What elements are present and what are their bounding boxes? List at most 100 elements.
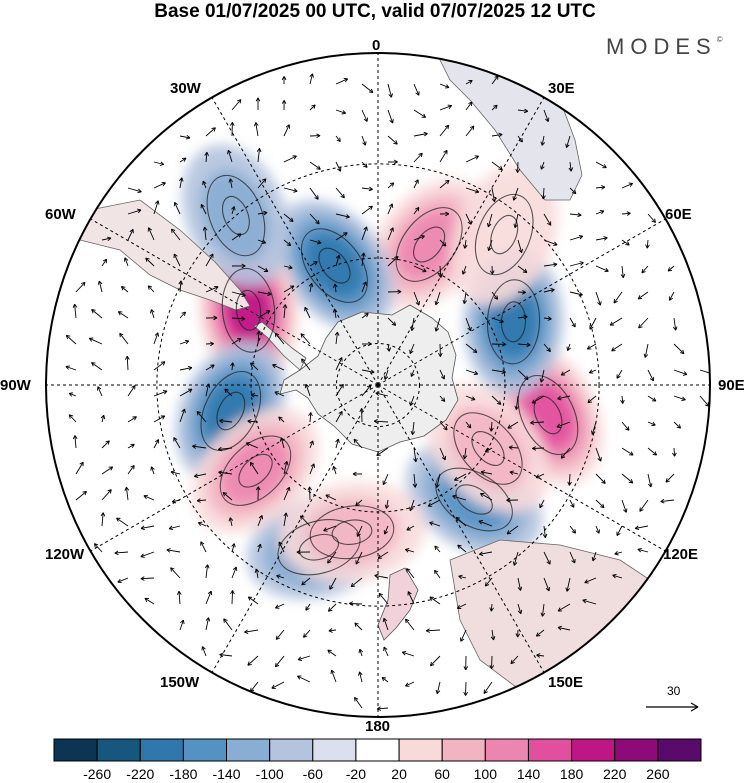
meridian <box>377 384 666 552</box>
wind-vector-head <box>137 188 142 194</box>
wind-vector <box>381 677 389 683</box>
wind-vector <box>480 471 493 475</box>
wind-vector-head <box>223 618 228 623</box>
wind-vector-head <box>394 255 399 261</box>
wind-vector <box>91 309 103 319</box>
meridian <box>377 97 545 386</box>
wind-vector <box>335 331 338 345</box>
wind-vector-head <box>197 521 203 526</box>
wind-vector <box>439 421 448 431</box>
wind-vector-head <box>445 211 450 217</box>
wind-vector-head <box>162 390 168 395</box>
wind-vector-head <box>415 206 420 212</box>
wind-vector <box>231 233 242 241</box>
wind-vector <box>201 646 207 657</box>
wind-vector-head <box>473 370 479 376</box>
wind-vector <box>335 109 346 114</box>
wind-vector <box>74 435 77 449</box>
wind-vector <box>304 307 311 319</box>
wind-vector <box>297 655 311 661</box>
wind-vector-head <box>368 205 373 210</box>
wind-vector <box>297 675 311 683</box>
wind-vector-head <box>641 268 646 274</box>
colorbar-tick-label: 20 <box>391 766 407 782</box>
wind-vector-head <box>496 400 502 405</box>
wind-vector <box>647 213 656 223</box>
wind-vector-head <box>458 574 463 580</box>
wind-vector-head <box>315 219 320 225</box>
wind-vector <box>458 575 467 579</box>
wind-vector <box>508 446 519 449</box>
wind-vector <box>402 651 415 657</box>
wind-vector-head <box>626 211 631 216</box>
wind-vector <box>465 421 472 429</box>
wind-vector-head <box>307 486 312 491</box>
wind-vector-head <box>422 268 427 273</box>
wind-vector <box>205 253 214 267</box>
wind-vector <box>543 109 549 122</box>
wind-vector-head <box>578 234 584 240</box>
wind-vector <box>660 499 675 503</box>
wind-vector-head <box>406 568 411 573</box>
wind-vector-head <box>545 117 550 122</box>
wind-vector <box>219 654 233 657</box>
wind-vector-head <box>571 322 576 328</box>
wind-vector-head <box>463 666 469 671</box>
wind-vector-head <box>100 414 106 420</box>
wind-vector-head <box>91 309 96 314</box>
wind-vector <box>204 226 207 241</box>
wind-vector-head <box>308 282 314 288</box>
wind-vector-head <box>584 579 589 584</box>
wind-vector-head <box>355 501 360 507</box>
wind-vector <box>198 522 207 527</box>
colorbar-swatch <box>312 738 357 762</box>
wind-vector <box>465 187 480 193</box>
wind-vector-head <box>286 241 292 247</box>
wind-vector <box>200 204 207 215</box>
wind-vector <box>301 358 311 371</box>
wind-vector <box>300 333 311 345</box>
wind-vector <box>101 258 107 267</box>
lon-label-150e: 150E <box>548 674 584 691</box>
wind-vector-head <box>601 185 606 190</box>
wind-vector <box>327 649 337 657</box>
wind-vector <box>669 291 675 301</box>
wind-vector-head <box>293 188 298 193</box>
wind-vector-head <box>237 233 242 238</box>
wind-vector-head <box>202 226 208 231</box>
wind-vector-head <box>571 558 576 564</box>
wind-vector <box>309 412 312 423</box>
wind-vector-head <box>397 289 402 294</box>
wind-vector-head <box>173 201 179 207</box>
antarctica-coastline <box>279 304 459 453</box>
wind-vector-head <box>532 446 537 451</box>
colorbar-tick-label: 260 <box>646 766 670 782</box>
wind-vector <box>569 317 576 328</box>
wind-vector-head <box>388 203 394 208</box>
contour-line <box>221 267 276 353</box>
wind-vector <box>247 655 259 666</box>
wind-vector-head <box>325 494 330 499</box>
wind-vector <box>436 681 441 694</box>
wind-vector <box>361 187 373 190</box>
wind-vector-head <box>289 285 295 290</box>
wind-vector-head <box>553 262 558 267</box>
wind-vector-head <box>389 227 394 232</box>
wind-vector <box>673 421 681 429</box>
wind-vector-head <box>147 285 153 290</box>
wind-vector <box>465 681 467 696</box>
wind-vector <box>335 161 342 172</box>
wind-vector-head <box>91 362 96 367</box>
wind-vector <box>305 384 311 397</box>
wind-vector-head <box>625 426 630 431</box>
wind-vector <box>465 395 476 401</box>
wind-vector-head <box>484 448 490 453</box>
wind-vector-head <box>209 341 214 347</box>
wind-vector-head <box>281 100 287 105</box>
wind-vector <box>150 466 155 475</box>
wind-vector-head <box>668 296 674 301</box>
wind-vector <box>257 148 260 163</box>
wind-vector <box>361 281 367 293</box>
wind-vector-head <box>217 446 222 452</box>
wind-vector <box>487 213 493 228</box>
